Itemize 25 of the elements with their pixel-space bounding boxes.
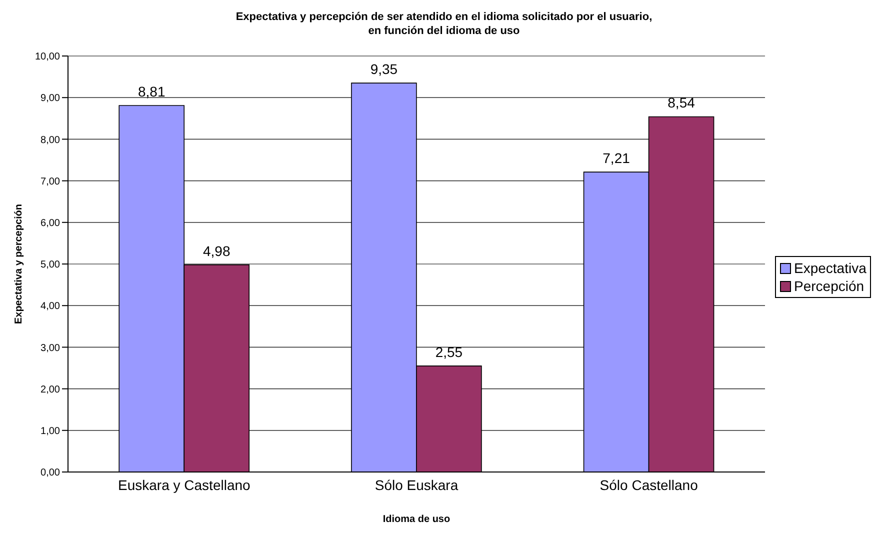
y-tick-label: 5,00 — [40, 260, 60, 271]
y-tick-label: 6,00 — [40, 218, 60, 229]
data-label: 8,54 — [668, 94, 696, 111]
data-label: 4,98 — [202, 242, 230, 259]
data-label: 8,81 — [138, 84, 166, 100]
x-tick-label: Sólo Euskara — [374, 476, 458, 493]
y-tick-label: 1,00 — [40, 426, 60, 437]
y-tick-label: 3,00 — [40, 342, 60, 354]
x-tick-label: Euskara y Castellano — [118, 476, 251, 493]
y-tick-label: 9,00 — [40, 93, 60, 104]
legend-label: Percepción — [794, 277, 864, 295]
y-tick-label: 7,00 — [40, 176, 60, 188]
data-label: 2,55 — [435, 344, 463, 360]
chart-title: Expectativa y percepción de ser atendido en el idioma solicitado por el usuario, en función del idioma de uso — [234, 10, 654, 38]
y-tick-label: 4,00 — [40, 301, 60, 312]
x-axis-title: Idioma de uso — [382, 514, 450, 525]
data-label: 9,35 — [370, 61, 398, 78]
y-axis-title: Expectativa y percepción — [14, 204, 25, 324]
data-label: 7,21 — [602, 150, 630, 166]
y-tick-label: 10,00 — [34, 52, 60, 63]
y-tick-label: 2,00 — [40, 384, 60, 396]
y-tick-label: 0,00 — [40, 468, 60, 479]
x-tick-label: Sólo Castellano — [600, 476, 698, 493]
y-tick-label: 8,00 — [40, 134, 60, 146]
legend-label: Expectativa — [794, 259, 866, 277]
